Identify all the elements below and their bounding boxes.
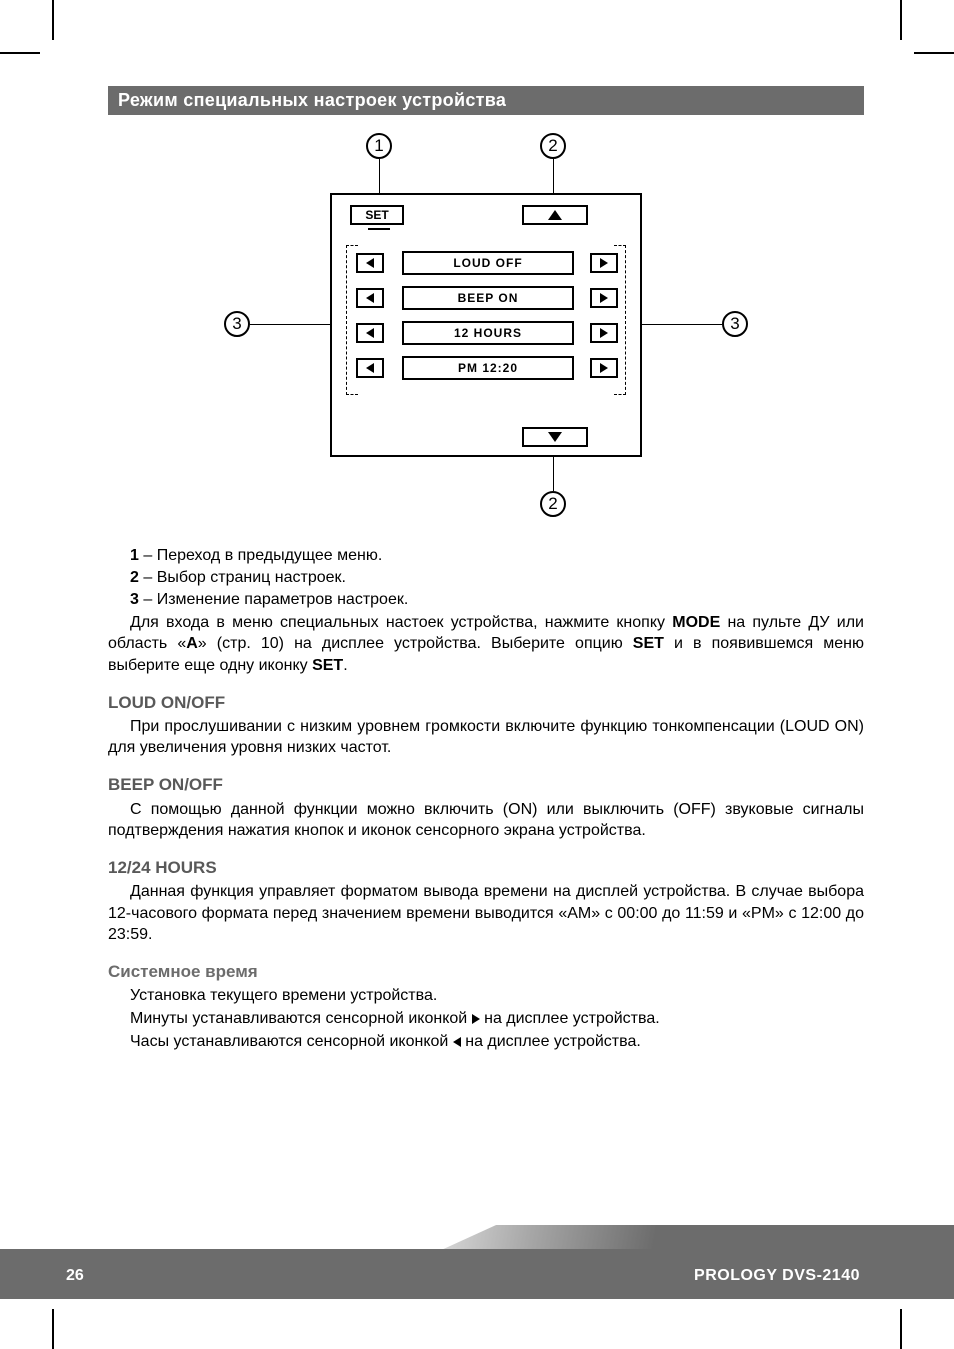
row4-right-button[interactable] xyxy=(590,358,618,378)
legend-3: 3 – Изменение параметров настроек. xyxy=(108,589,864,610)
hours-paragraph: Данная функция управляет форматом вывода… xyxy=(108,881,864,944)
settings-panel: SET xyxy=(330,193,642,457)
callout-3-left: 3 xyxy=(224,311,250,337)
play-left-icon xyxy=(453,1037,461,1047)
model-label: PROLOGY DVS-2140 xyxy=(694,1267,860,1285)
loud-paragraph: При прослушивании с низким уровнем громк… xyxy=(108,716,864,758)
systime-p3: Часы устанавливаются сенсорной иконкой н… xyxy=(108,1031,864,1052)
callout-3-right: 3 xyxy=(722,311,748,337)
row4-left-button[interactable] xyxy=(356,358,384,378)
intro-paragraph: Для входа в меню специальных настоек уст… xyxy=(108,612,864,675)
row1-label: LOUD OFF xyxy=(402,251,574,275)
row3-label: 12 HOURS xyxy=(402,321,574,345)
callout-2-top: 2 xyxy=(540,133,566,159)
set-label: SET xyxy=(365,208,388,222)
settings-diagram: 1 2 3 3 2 SET xyxy=(206,133,766,523)
page-down-button[interactable] xyxy=(522,427,588,447)
row2-right-button[interactable] xyxy=(590,288,618,308)
row1-left-button[interactable] xyxy=(356,253,384,273)
chevron-left-icon xyxy=(366,258,374,268)
chevron-left-icon xyxy=(366,363,374,373)
row1-right-button[interactable] xyxy=(590,253,618,273)
row2-label: BEEP ON xyxy=(402,286,574,310)
chevron-right-icon xyxy=(600,363,608,373)
systime-p2: Минуты устанавливаются сенсорной иконкой… xyxy=(108,1008,864,1029)
row2-left-button[interactable] xyxy=(356,288,384,308)
section-header: Режим специальных настроек устройства xyxy=(108,86,864,115)
legend-2: 2 – Выбор страниц настроек. xyxy=(108,567,864,588)
chevron-right-icon xyxy=(600,293,608,303)
triangle-down-icon xyxy=(548,432,562,442)
beep-title: BEEP ON/OFF xyxy=(108,774,864,796)
loud-title: LOUD ON/OFF xyxy=(108,692,864,714)
page-number: 26 xyxy=(66,1267,84,1285)
chevron-left-icon xyxy=(366,293,374,303)
beep-paragraph: С помощью данной функции можно включить … xyxy=(108,799,864,841)
systime-p1: Установка текущего времени устройства. xyxy=(108,985,864,1006)
chevron-left-icon xyxy=(366,328,374,338)
page-up-button[interactable] xyxy=(522,205,588,225)
play-right-icon xyxy=(472,1014,480,1024)
footer: 26 PROLOGY DVS-2140 xyxy=(0,1225,954,1299)
systime-title: Системное время xyxy=(108,961,864,983)
triangle-up-icon xyxy=(548,210,562,220)
callout-2-bottom: 2 xyxy=(540,491,566,517)
set-button[interactable]: SET xyxy=(350,205,404,225)
row3-left-button[interactable] xyxy=(356,323,384,343)
chevron-right-icon xyxy=(600,328,608,338)
legend-1: 1 – Переход в предыдущее меню. xyxy=(108,545,864,566)
chevron-right-icon xyxy=(600,258,608,268)
row3-right-button[interactable] xyxy=(590,323,618,343)
callout-1: 1 xyxy=(366,133,392,159)
row4-label: PM 12:20 xyxy=(402,356,574,380)
hours-title: 12/24 HOURS xyxy=(108,857,864,879)
